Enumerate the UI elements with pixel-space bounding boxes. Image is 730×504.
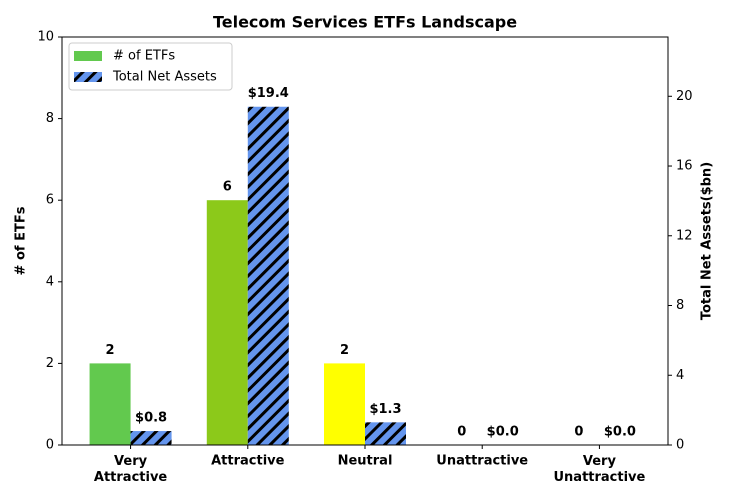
y-tick-label: 4 bbox=[46, 274, 54, 289]
y-tick-label: 6 bbox=[46, 193, 54, 208]
value-label: $0.0 bbox=[487, 425, 519, 440]
y2-tick-label: 12 bbox=[676, 228, 693, 243]
value-label: 0 bbox=[574, 425, 583, 440]
x-tick-label: Very Unattractive bbox=[553, 454, 645, 485]
value-label: $1.3 bbox=[369, 402, 401, 417]
y-axis-label: # of ETFs bbox=[14, 206, 29, 275]
x-tick-label: Unattractive bbox=[436, 454, 528, 469]
bar bbox=[130, 431, 172, 445]
x-tick-label-line: Very bbox=[114, 454, 148, 469]
y-tick-label: 10 bbox=[37, 30, 54, 45]
y2-tick-label: 20 bbox=[676, 89, 693, 104]
plot-frame bbox=[61, 36, 669, 446]
y2-tick-label: 0 bbox=[676, 438, 684, 453]
bar bbox=[324, 363, 365, 445]
legend-label: # of ETFs bbox=[113, 49, 175, 64]
y2-axis-label: Total Net Assets($bn) bbox=[700, 162, 715, 320]
x-tick-label-line: Attractive bbox=[94, 470, 168, 485]
bar bbox=[365, 422, 406, 445]
chart-title: Telecom Services ETFs Landscape bbox=[213, 13, 517, 32]
y2-tick-label: 8 bbox=[676, 298, 684, 313]
y-tick-label: 2 bbox=[46, 356, 54, 371]
x-tick-label: Very Attractive bbox=[94, 454, 168, 485]
value-label: 2 bbox=[106, 343, 115, 358]
value-label: 0 bbox=[457, 425, 466, 440]
value-label: 2 bbox=[340, 343, 349, 358]
value-label: $0.8 bbox=[135, 411, 167, 426]
legend-swatch bbox=[74, 72, 102, 82]
bar bbox=[89, 363, 131, 445]
bar bbox=[247, 106, 289, 445]
legend-label: Total Net Assets bbox=[112, 70, 217, 85]
x-tick-label-line: Unattractive bbox=[553, 470, 645, 485]
x-tick-label-line: Very bbox=[583, 454, 617, 469]
y2-tick-label: 4 bbox=[676, 368, 684, 383]
y-tick-label: 0 bbox=[46, 438, 54, 453]
y-tick-label: 8 bbox=[46, 111, 54, 126]
x-tick-label: Attractive bbox=[211, 454, 285, 469]
legend-swatch bbox=[74, 51, 102, 61]
value-label: $19.4 bbox=[248, 86, 289, 101]
x-tick-label: Neutral bbox=[338, 454, 393, 469]
y2-tick-label: 16 bbox=[676, 159, 693, 174]
value-label: 6 bbox=[223, 180, 232, 195]
bar bbox=[206, 200, 248, 445]
value-label: $0.0 bbox=[604, 425, 636, 440]
legend bbox=[68, 42, 233, 91]
